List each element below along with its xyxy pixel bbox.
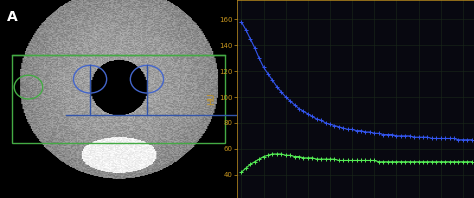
- Y-axis label: HU: HU: [208, 93, 217, 105]
- Text: A: A: [7, 10, 18, 24]
